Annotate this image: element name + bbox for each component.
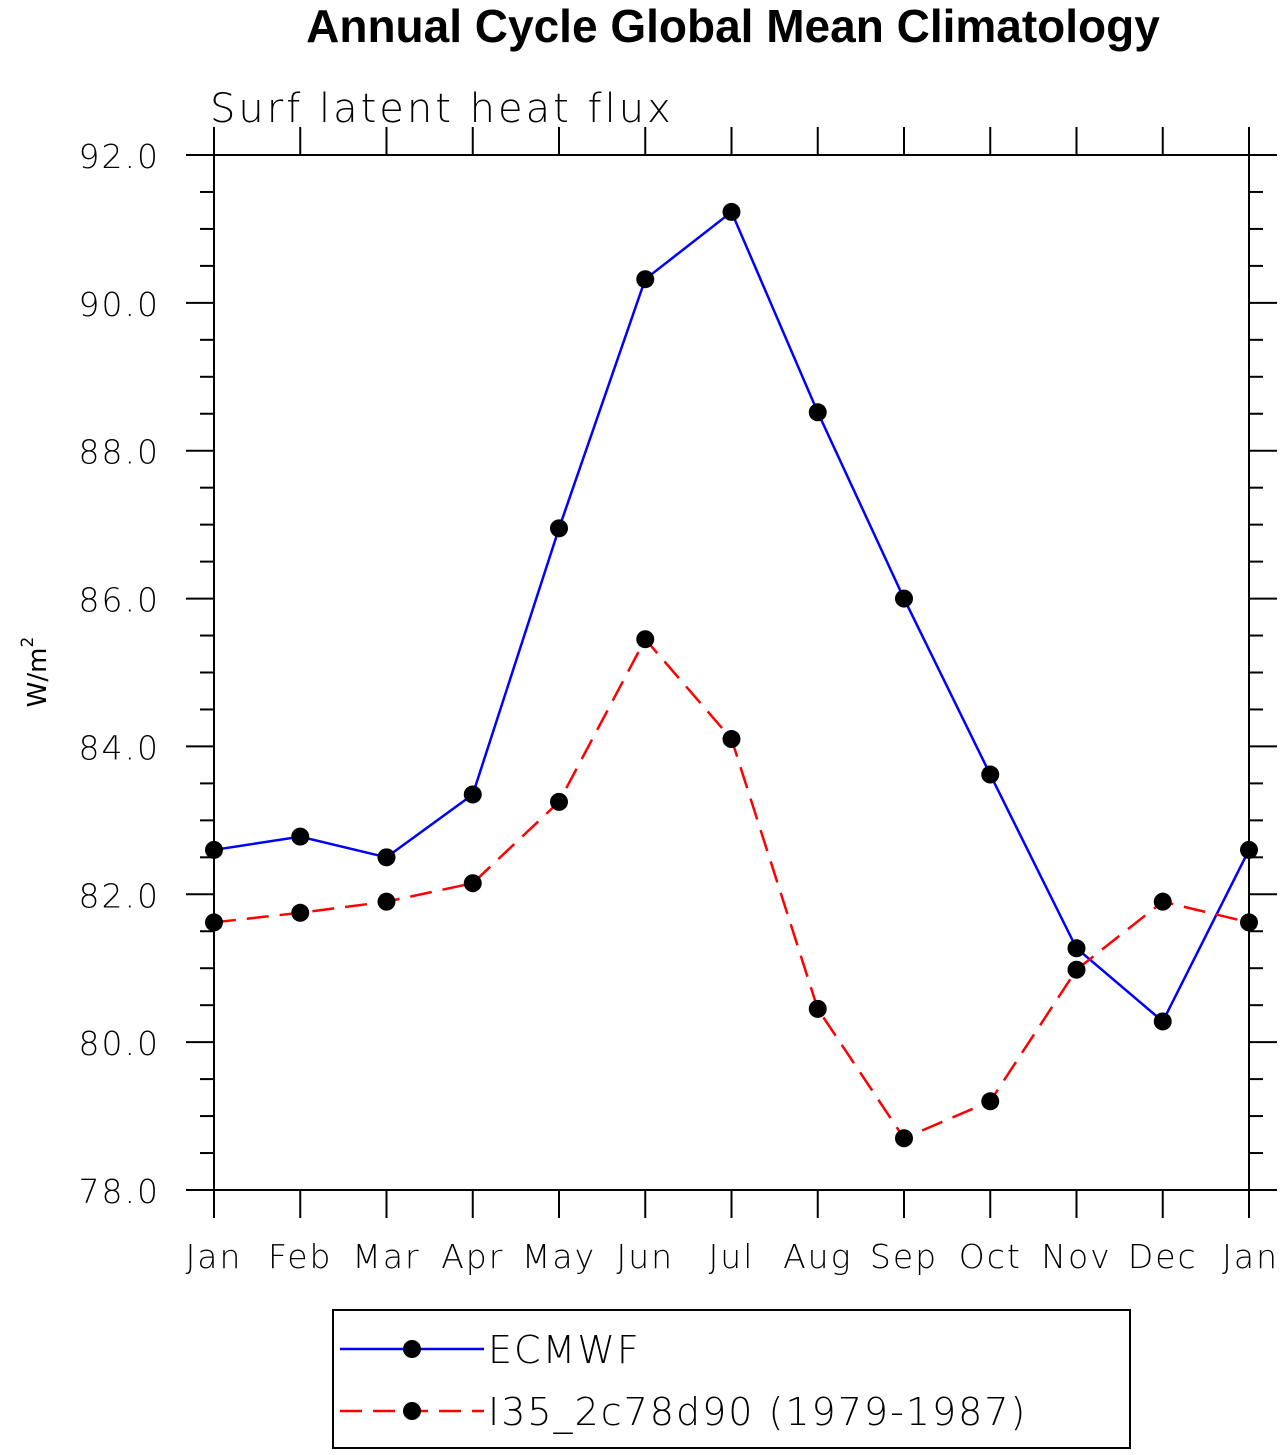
legend-swatch-marker bbox=[403, 1340, 421, 1358]
x-tick-label: Mar bbox=[352, 1237, 420, 1276]
series-point bbox=[1240, 840, 1258, 859]
x-tick-label: Apr bbox=[441, 1237, 504, 1276]
series-1 bbox=[205, 202, 1258, 1031]
series-point bbox=[1240, 913, 1258, 932]
x-tick-label: Feb bbox=[268, 1237, 332, 1276]
series-point bbox=[895, 1129, 913, 1148]
series-point bbox=[205, 840, 223, 859]
chart-title: Annual Cycle Global Mean Climatology bbox=[306, 0, 1160, 52]
x-tick-labels: Jan Feb Mar Apr May Jun Jul Aug Sep Oct Nov Dec Jan bbox=[186, 1237, 1279, 1276]
series-point bbox=[205, 913, 223, 932]
series-point bbox=[636, 270, 655, 289]
y-axis-label: W/m2 bbox=[18, 637, 53, 708]
x-tick-label: Oct bbox=[959, 1237, 1022, 1276]
y-tick-label: 86.0 bbox=[79, 581, 160, 620]
series-point bbox=[981, 765, 1000, 784]
x-tick-label: Jan bbox=[1222, 1237, 1279, 1276]
series-point bbox=[1153, 892, 1172, 911]
series-point bbox=[636, 630, 655, 649]
legend-items: ECMWF I35_2c78d90 (1979-1987) bbox=[340, 1328, 1027, 1435]
series-point bbox=[1153, 1012, 1172, 1031]
svg-text:W/m2: W/m2 bbox=[18, 637, 53, 708]
legend: ECMWF I35_2c78d90 (1979-1987) bbox=[332, 1309, 1131, 1449]
legend-label: ECMWF bbox=[488, 1328, 641, 1372]
legend-item: I35_2c78d90 (1979-1987) bbox=[340, 1390, 1027, 1435]
y-tick-label: 84.0 bbox=[79, 728, 160, 767]
y-tick-label: 90.0 bbox=[79, 285, 160, 324]
plot-frame bbox=[213, 154, 1250, 1191]
series-point bbox=[722, 202, 741, 221]
chart-subtitle: Surf latent heat flux bbox=[210, 86, 674, 132]
x-tick-label: Jul bbox=[709, 1237, 755, 1276]
series-point bbox=[377, 848, 396, 867]
y-axis-label-superscript: 2 bbox=[18, 637, 38, 648]
legend-item: ECMWF bbox=[340, 1328, 641, 1372]
series-layer bbox=[205, 202, 1258, 1148]
legend-label: I35_2c78d90 (1979-1987) bbox=[488, 1390, 1027, 1435]
series-point bbox=[808, 999, 827, 1018]
y-axis-label-text: W/m bbox=[23, 648, 53, 708]
series-point bbox=[722, 730, 741, 749]
series-point bbox=[808, 403, 827, 422]
x-tick-label: Jan bbox=[186, 1237, 243, 1276]
y-tick-label: 88.0 bbox=[79, 433, 160, 472]
series-point bbox=[550, 792, 568, 811]
series-point bbox=[895, 589, 913, 608]
series-point bbox=[377, 892, 396, 911]
series-point bbox=[1067, 939, 1086, 958]
y-tick-label: 78.0 bbox=[79, 1172, 160, 1211]
series-point bbox=[463, 785, 482, 804]
y-tick-label: 82.0 bbox=[79, 876, 160, 915]
y-tick-labels: 78.0 80.0 82.0 84.0 86.0 88.0 90.0 92.0 bbox=[79, 137, 160, 1211]
axis-ticks bbox=[186, 127, 1277, 1218]
series-point bbox=[291, 903, 310, 922]
series-point bbox=[550, 519, 568, 538]
legend-swatch-marker bbox=[403, 1402, 421, 1420]
series-point bbox=[291, 827, 310, 846]
y-tick-label: 80.0 bbox=[79, 1024, 160, 1063]
x-tick-label: Sep bbox=[870, 1237, 938, 1276]
x-tick-label: May bbox=[522, 1237, 596, 1276]
x-tick-label: Aug bbox=[783, 1237, 852, 1276]
series-point bbox=[1067, 960, 1086, 979]
x-tick-label: Jun bbox=[616, 1237, 674, 1276]
series-point bbox=[981, 1092, 1000, 1111]
legend-box bbox=[332, 1309, 1131, 1449]
series-point bbox=[463, 874, 482, 893]
x-tick-label: Dec bbox=[1128, 1237, 1198, 1276]
x-tick-label: Nov bbox=[1041, 1237, 1111, 1276]
y-tick-label: 92.0 bbox=[79, 137, 160, 176]
series-line bbox=[213, 209, 1251, 1024]
series-2 bbox=[205, 630, 1258, 1148]
series-line bbox=[213, 637, 1250, 1140]
